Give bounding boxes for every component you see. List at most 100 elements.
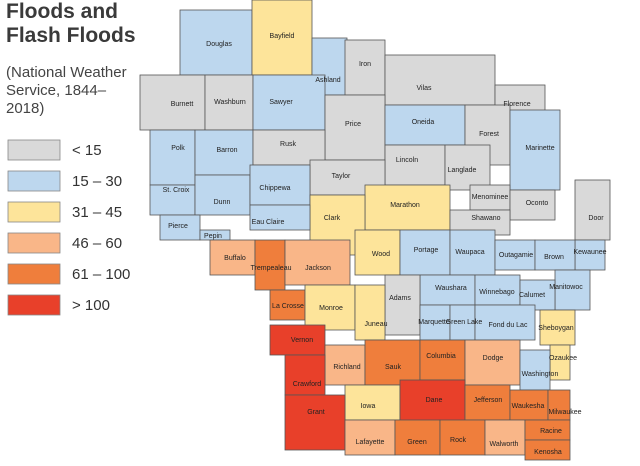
county-label: Juneau: [365, 321, 388, 328]
county: [419, 304, 451, 341]
county: [474, 274, 521, 306]
county-label: Rock: [450, 437, 466, 444]
county: [324, 344, 366, 386]
county: [304, 284, 356, 331]
county-label: Walworth: [490, 441, 519, 448]
county-label: Pepin: [204, 233, 222, 240]
county-label: Florence: [503, 101, 530, 108]
county-label: Calumet: [519, 292, 545, 299]
county: [444, 144, 491, 191]
county-label: Dunn: [214, 199, 231, 206]
county-label: Washington: [522, 371, 559, 378]
county: [209, 239, 256, 276]
county-label: Outagamie: [499, 252, 533, 259]
legend-label: 31 – 45: [72, 204, 122, 221]
county: [399, 379, 466, 426]
county-label: Sawyer: [269, 99, 293, 106]
county-label: Burnett: [171, 101, 194, 108]
county-label: Trempealeau: [251, 265, 292, 272]
legend-label: < 15: [72, 142, 102, 159]
county: [539, 309, 576, 346]
county: [284, 239, 351, 286]
county: [554, 269, 591, 311]
county-label: Bayfield: [270, 33, 295, 40]
county-label: Clark: [324, 215, 341, 222]
county-label: La Crosse: [272, 303, 304, 310]
legend-swatch: [7, 201, 61, 223]
county-label: Kewaunee: [573, 249, 606, 256]
title: Floods and Flash Floods: [6, 0, 136, 47]
county-label: Green: [407, 439, 427, 446]
county-label: Lafayette: [356, 439, 385, 446]
county-label: Door: [588, 215, 604, 222]
county-label: Sheboygan: [538, 325, 574, 332]
county: [384, 274, 421, 336]
county: [149, 184, 196, 216]
county: [509, 109, 561, 191]
county: [284, 394, 346, 451]
county-label: Portage: [414, 247, 439, 254]
county: [509, 189, 556, 221]
legend-label: 46 – 60: [72, 235, 122, 252]
county-label: Douglas: [206, 41, 232, 48]
county: [159, 214, 201, 241]
county-label: Fond du Lac: [489, 322, 528, 329]
county: [139, 74, 206, 131]
county-label: Richland: [333, 364, 360, 371]
county: [574, 179, 611, 241]
legend-swatch: [7, 170, 61, 192]
legend-label: 15 – 30: [72, 173, 122, 190]
subtitle: (National Weather Service, 1844–2018): [6, 64, 127, 117]
county-label: Shawano: [471, 215, 500, 222]
county-label: Vernon: [291, 337, 313, 344]
county: [251, 0, 313, 76]
county-label: Waushara: [435, 285, 467, 292]
county: [484, 419, 526, 456]
county-label: Price: [345, 121, 361, 128]
county: [384, 144, 446, 186]
county-label: Winnebago: [479, 289, 515, 296]
county-label: Menominee: [472, 194, 509, 201]
county-label: Wood: [372, 251, 390, 258]
county-label: Brown: [544, 254, 564, 261]
county-label: Manitowoc: [549, 284, 583, 291]
county-label: Marquette: [418, 319, 450, 326]
legend-swatch: [7, 294, 61, 316]
legend-label: > 100: [72, 297, 110, 314]
county-label: Vilas: [416, 85, 432, 92]
county-label: Oneida: [412, 119, 435, 126]
county: [249, 204, 311, 231]
county-label: St. Croix: [163, 187, 190, 194]
county: [464, 339, 521, 386]
county-label: Crawford: [293, 381, 322, 388]
county-label: Taylor: [332, 173, 351, 180]
county-label: Marathon: [390, 202, 420, 209]
county-label: Marinette: [525, 145, 554, 152]
county-label: Monroe: [319, 305, 343, 312]
county-label: Polk: [171, 145, 185, 152]
county: [524, 439, 571, 461]
county-label: Oconto: [526, 200, 549, 207]
county: [324, 94, 386, 161]
county-label: Milwaukee: [548, 409, 581, 416]
county: [439, 419, 486, 456]
county-label: Ashland: [315, 77, 340, 84]
county-label: Ozaukee: [549, 355, 577, 362]
county: [194, 129, 254, 176]
county-label: Langlade: [448, 167, 477, 174]
county-label: Columbia: [426, 353, 456, 360]
county: [344, 39, 386, 96]
county-label: Barron: [216, 147, 237, 154]
county: [394, 419, 441, 456]
county-label: Chippewa: [259, 185, 290, 192]
county: [252, 129, 326, 166]
county-label: Waupaca: [455, 249, 484, 256]
county-label: Rusk: [280, 141, 296, 148]
county-label: Dane: [426, 397, 443, 404]
county: [269, 324, 326, 356]
county-label: Jefferson: [474, 397, 503, 404]
county-label: Lincoln: [396, 157, 418, 164]
county-label: Iron: [359, 61, 371, 68]
county-label: Green Lake: [446, 319, 483, 326]
